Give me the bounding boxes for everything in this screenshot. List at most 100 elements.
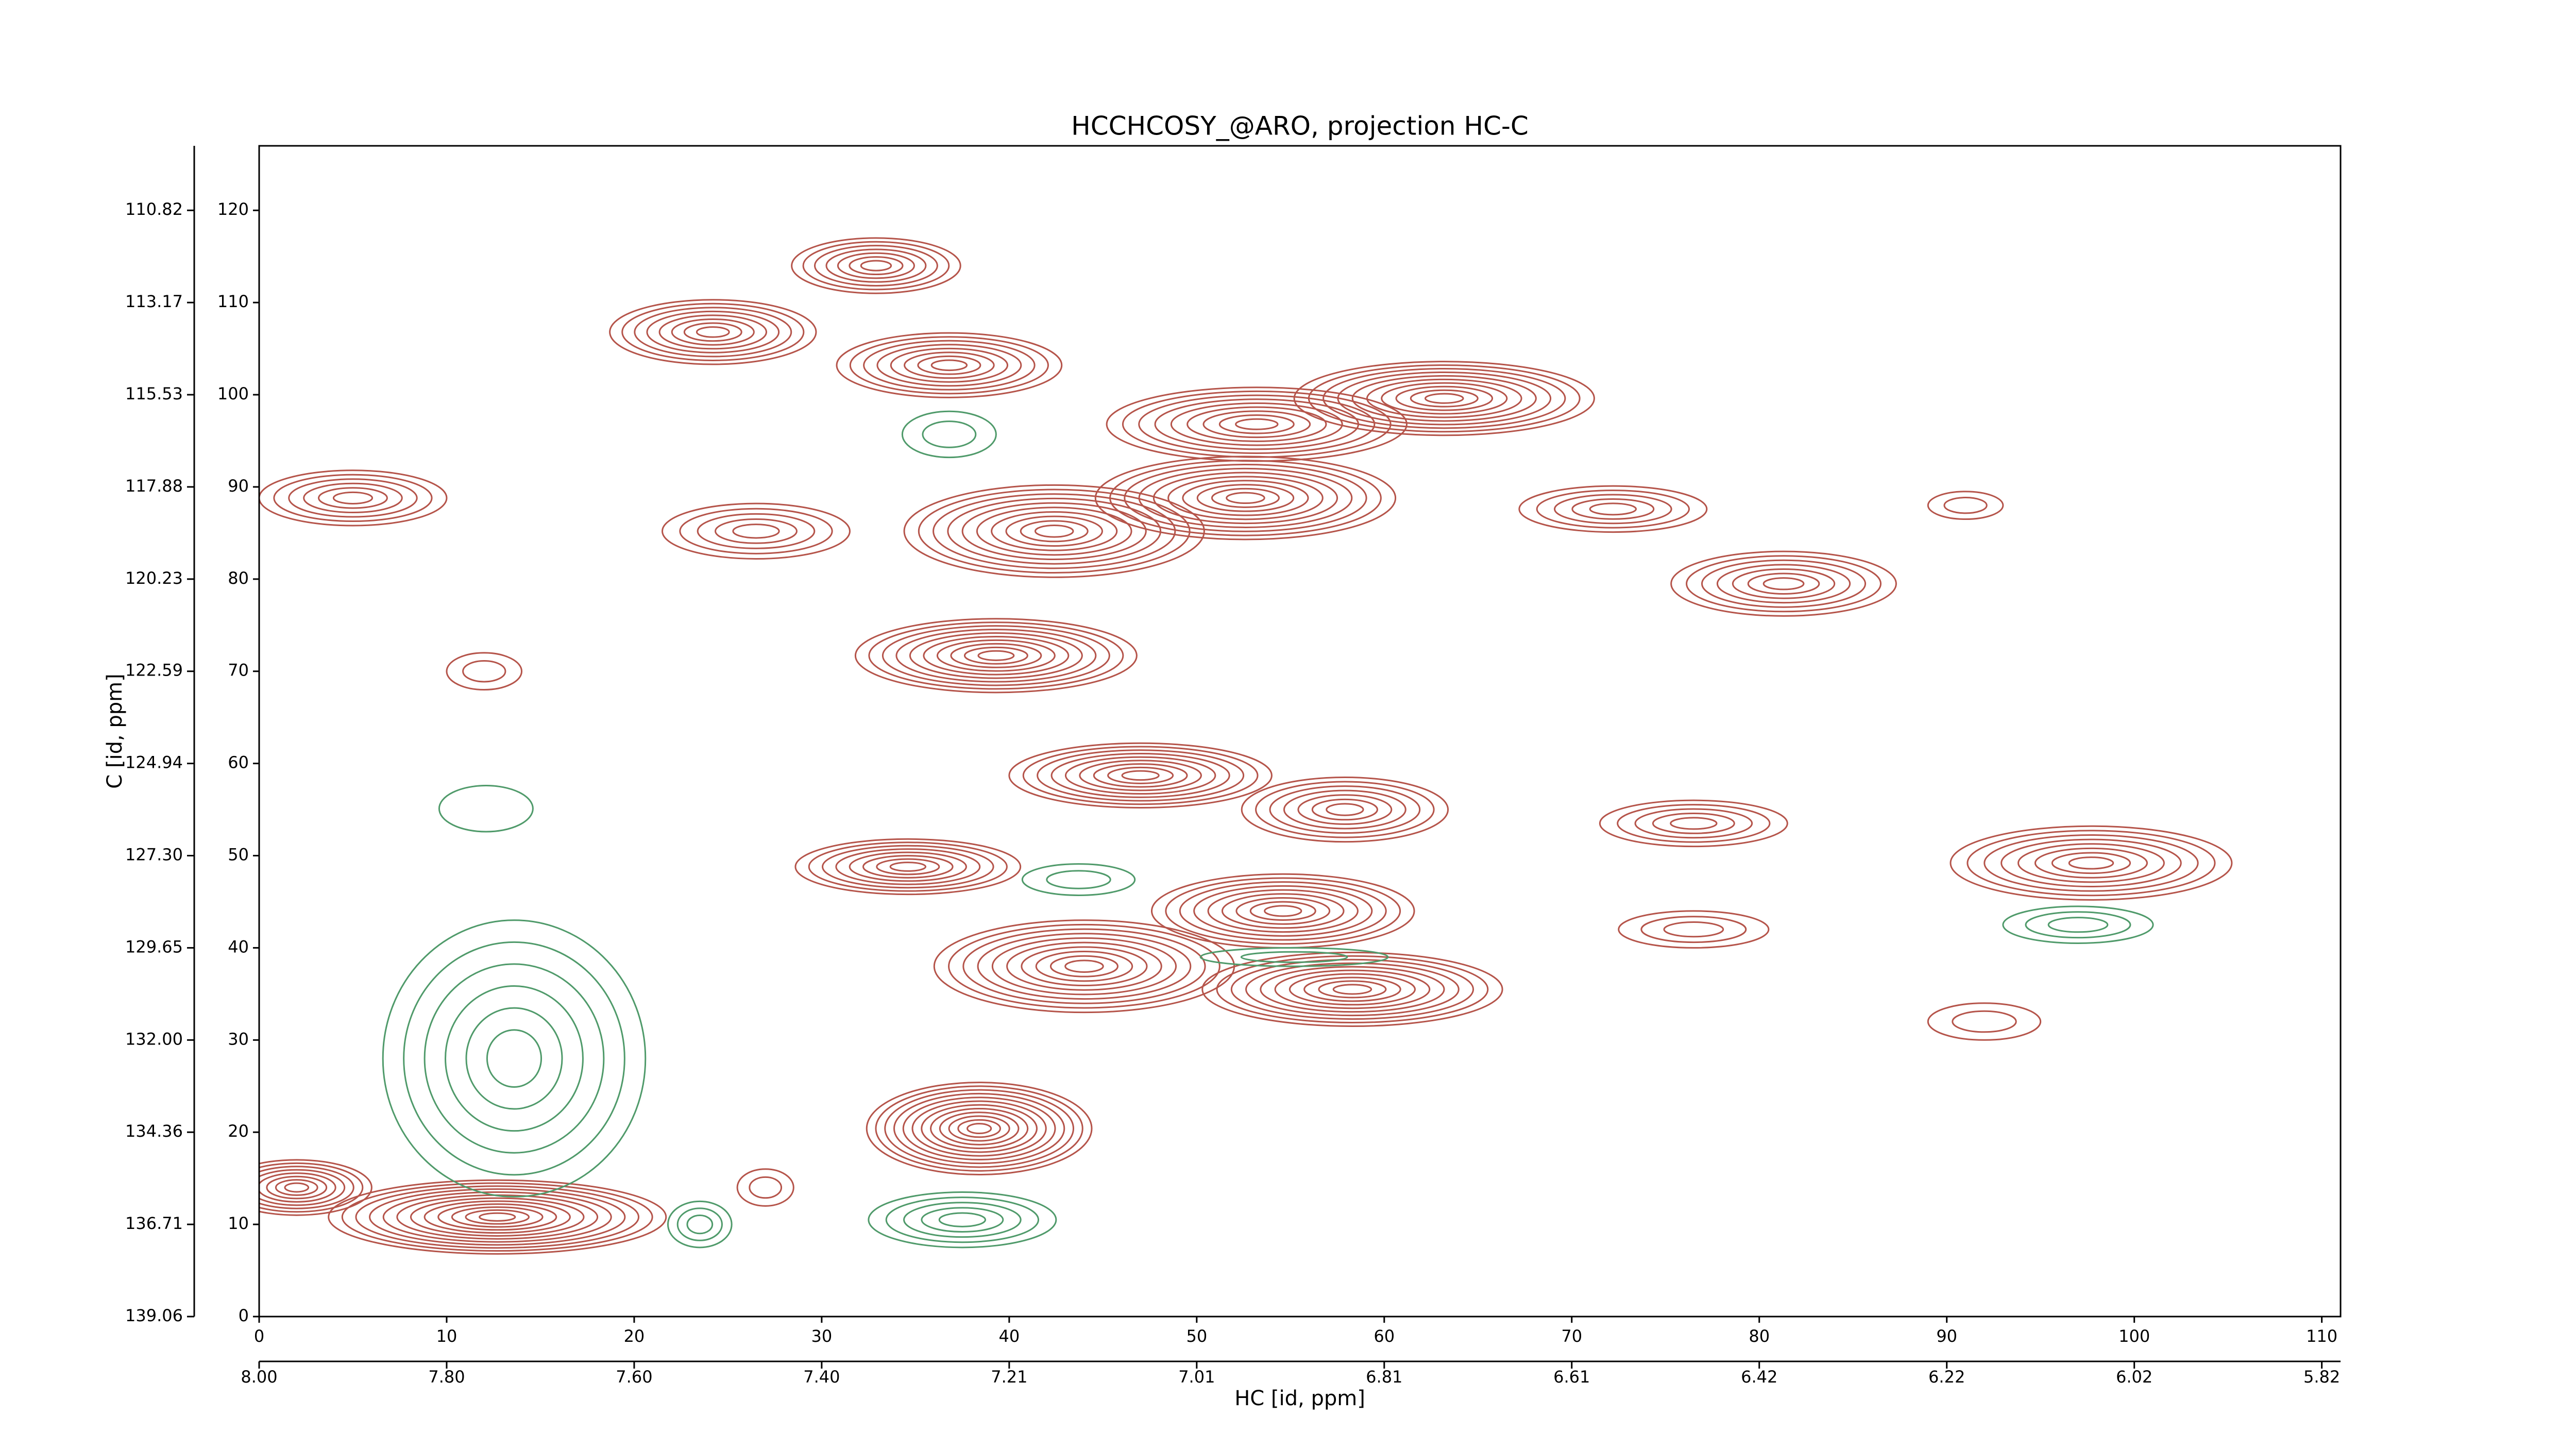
contour-level: [259, 469, 448, 527]
y-axis-label: C [id, ppm]: [103, 673, 127, 789]
y-tick-label: 100: [217, 384, 249, 403]
contour-level: [683, 322, 742, 342]
contour-level: [2001, 838, 2182, 888]
contour-level: [1571, 498, 1655, 520]
y-tick-label: 90: [228, 476, 249, 496]
x-tick-label: 80: [1749, 1326, 1770, 1346]
contour-level: [1701, 559, 1867, 608]
contour-level: [679, 508, 833, 554]
contour-level: [382, 919, 647, 1198]
y2-tick-label: 129.65: [125, 937, 183, 956]
contour-level: [1034, 525, 1074, 538]
contour-level: [1079, 760, 1202, 791]
y-tick-label: 0: [239, 1306, 249, 1325]
contour-level: [1165, 877, 1401, 945]
x2-tick-label: 7.01: [1178, 1367, 1215, 1387]
contour-level: [991, 511, 1118, 551]
y2-tick-label: 134.36: [125, 1121, 183, 1141]
x-tick-label: 50: [1186, 1326, 1207, 1346]
y2-tick-label: 132.00: [125, 1029, 183, 1049]
contour-level: [2047, 917, 2109, 933]
contour-level: [1303, 976, 1401, 1002]
x-tick-label: 0: [254, 1326, 264, 1346]
contour-level: [890, 347, 1009, 383]
y2-tick-label: 113.17: [125, 292, 183, 311]
contour-level: [634, 307, 792, 358]
contour-level: [259, 1162, 364, 1213]
contour-level: [904, 351, 995, 379]
contour-level: [1747, 572, 1820, 595]
contour-level: [936, 639, 1056, 672]
y2-tick-label: 127.30: [125, 845, 183, 865]
contour-level: [1049, 955, 1118, 978]
contour-level: [341, 1182, 653, 1252]
contour-level: [1762, 577, 1805, 591]
contour-level: [1249, 901, 1316, 921]
contour-level: [893, 1092, 1065, 1165]
contour-level: [1950, 825, 2233, 901]
contour-level: [1670, 550, 1897, 617]
contour-level: [1021, 863, 1136, 896]
contour-level: [382, 1191, 612, 1243]
contour-level: [658, 314, 768, 350]
contour-level: [808, 841, 1008, 892]
contour-level: [438, 785, 534, 833]
contour-level: [862, 855, 954, 879]
contour-level: [1093, 763, 1188, 788]
y-tick-label: 110: [217, 292, 249, 311]
contour-level: [854, 618, 1138, 694]
contour-level: [1554, 494, 1672, 525]
contour-level: [2068, 856, 2114, 870]
contour-level: [1218, 414, 1295, 434]
contour-level: [284, 1182, 310, 1193]
contour-level: [445, 985, 584, 1132]
contour-level: [876, 858, 940, 875]
contour-level: [1634, 808, 1753, 839]
contour-level: [802, 241, 950, 291]
contour-level: [860, 260, 892, 272]
contour-level: [1050, 752, 1230, 798]
contour-level: [1122, 390, 1392, 458]
y2-tick-label: 115.53: [125, 384, 183, 403]
contour-level: [2051, 852, 2131, 874]
contours: [259, 237, 2233, 1255]
plot-area: [259, 237, 2233, 1255]
contour-level: [686, 1214, 714, 1235]
contour-level: [902, 1097, 1056, 1160]
contour-level: [1106, 386, 1408, 462]
contour-level: [1260, 966, 1445, 1013]
contour-level: [2025, 911, 2131, 939]
contour-level: [962, 928, 1206, 1004]
contour-level: [1640, 916, 1747, 943]
contour-level: [671, 318, 755, 346]
x2-tick-label: 6.02: [2116, 1367, 2153, 1387]
y2-tick-label: 117.88: [125, 476, 183, 496]
contour-level: [1927, 1002, 2042, 1041]
y-tick-label: 20: [228, 1121, 249, 1141]
contour-level: [835, 848, 981, 885]
contour-level: [273, 474, 433, 523]
contour-level: [1318, 980, 1387, 999]
contour-level: [1216, 955, 1489, 1024]
y2-tick-label: 122.59: [125, 661, 183, 680]
contour-level: [1927, 491, 2004, 520]
y-tick-label: 30: [228, 1029, 249, 1049]
contour-level: [1293, 361, 1595, 436]
contour-level: [1410, 389, 1479, 408]
contour-level: [948, 1115, 1010, 1142]
contour-level: [662, 502, 851, 560]
contour-level: [967, 1123, 992, 1135]
x2-tick-label: 8.00: [241, 1367, 277, 1387]
x-tick-label: 30: [811, 1326, 833, 1346]
contour-level: [876, 344, 1022, 387]
contour-level: [1046, 870, 1111, 889]
contour-level: [1297, 794, 1393, 825]
contour-level: [837, 252, 915, 279]
contour-level: [2034, 847, 2148, 879]
contour-level: [950, 643, 1042, 668]
contour-level: [1670, 817, 1718, 830]
contour-level: [1618, 910, 1770, 949]
y-tick-label: 60: [228, 753, 249, 772]
contour-level: [1022, 746, 1259, 805]
contour-level: [903, 484, 1205, 578]
